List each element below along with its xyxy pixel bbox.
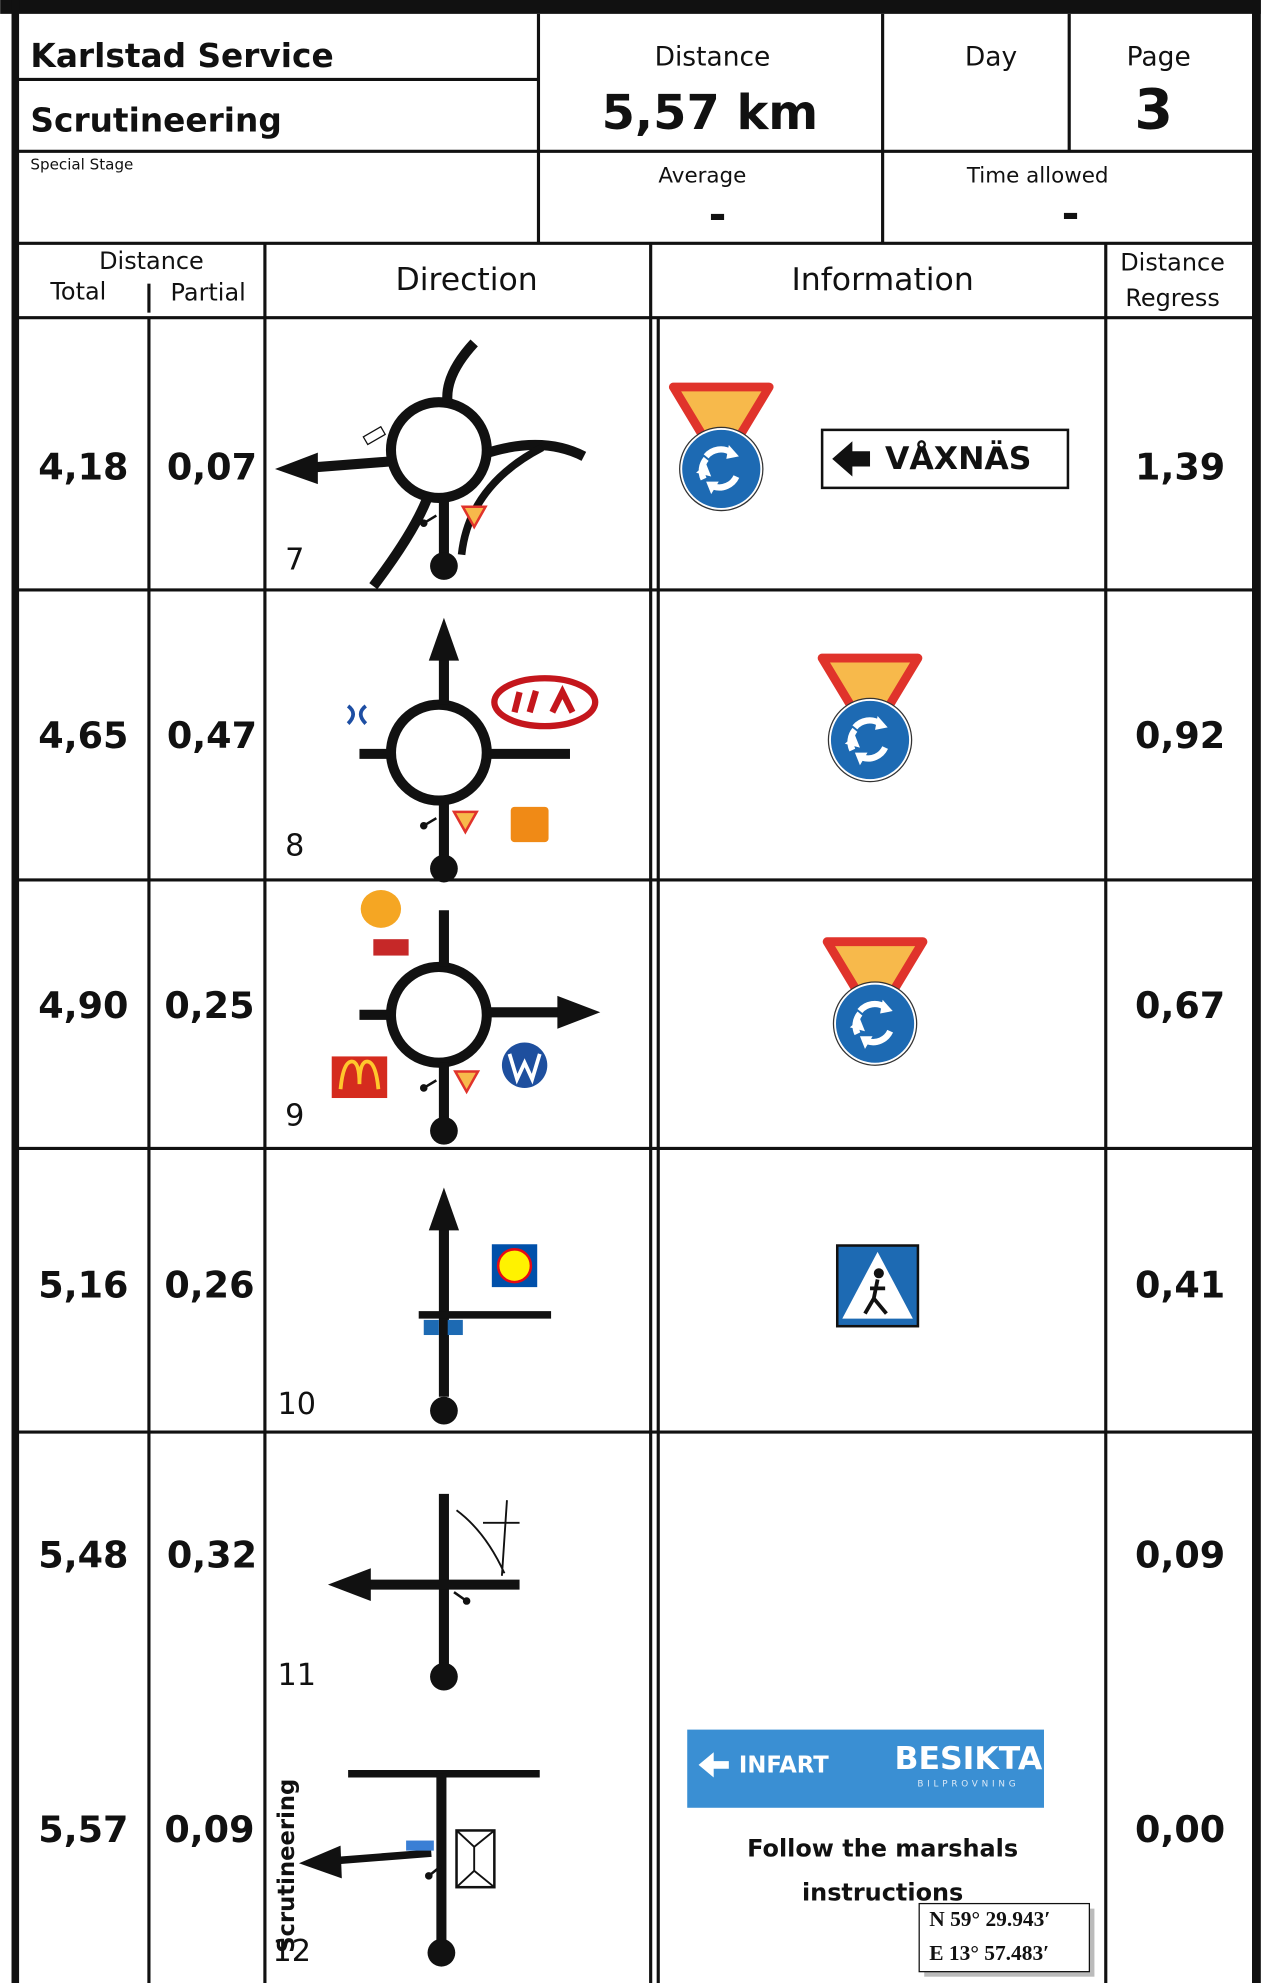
regress: 0,41 bbox=[1135, 1264, 1225, 1307]
regress: 0,00 bbox=[1135, 1808, 1225, 1851]
column-header: Distance bbox=[99, 247, 204, 275]
tulip-diagram bbox=[346, 617, 599, 883]
partial: 0,47 bbox=[167, 714, 257, 757]
total: 5,48 bbox=[38, 1533, 128, 1576]
sign-text: VÅXNÄS bbox=[885, 439, 1031, 477]
average-label: Average bbox=[658, 163, 746, 188]
note: Follow the marshals bbox=[747, 1834, 1018, 1862]
average: - bbox=[709, 191, 727, 241]
sign-arrow bbox=[832, 441, 871, 477]
tulip-diagram bbox=[418, 1187, 552, 1425]
page-number: 3 bbox=[1134, 79, 1173, 143]
roundabout-sign bbox=[822, 658, 918, 782]
column-header: Total bbox=[49, 277, 106, 305]
subtitle: Scrutineering bbox=[30, 101, 281, 139]
partial: 0,26 bbox=[164, 1264, 254, 1307]
tulip-diagram bbox=[274, 339, 587, 590]
partial: 0,07 bbox=[167, 445, 257, 488]
total: 4,18 bbox=[38, 445, 128, 488]
partial: 0,25 bbox=[164, 984, 254, 1027]
sign-text: BESIKTA bbox=[894, 1741, 1042, 1777]
regress: 0,09 bbox=[1135, 1533, 1225, 1576]
column-header: Information bbox=[791, 262, 973, 298]
column-header: Regress bbox=[1125, 284, 1219, 312]
total: 4,90 bbox=[38, 984, 128, 1027]
column-header: Distance bbox=[1120, 248, 1225, 276]
note: instructions bbox=[802, 1878, 963, 1906]
tulip-number: 11 bbox=[278, 1658, 317, 1693]
tulip-number: 7 bbox=[285, 542, 304, 577]
coordinate: N 59° 29.943′ bbox=[929, 1907, 1050, 1931]
distance: 5,57 km bbox=[602, 86, 819, 141]
time-allowed: - bbox=[1062, 189, 1080, 239]
page-label: Page bbox=[1127, 41, 1191, 72]
coordinates-box bbox=[918, 1902, 1091, 1973]
sign-text: INFART bbox=[739, 1753, 829, 1779]
column-header: Direction bbox=[395, 262, 537, 298]
regress: 0,67 bbox=[1135, 984, 1225, 1027]
tulip-diagram bbox=[327, 1493, 520, 1691]
distance-label: Distance bbox=[655, 41, 771, 72]
besikta-sign bbox=[687, 1729, 1044, 1808]
tulip-number: 12 bbox=[272, 1934, 311, 1969]
sign-text: BILPROVNING bbox=[917, 1779, 1019, 1789]
total: 5,57 bbox=[38, 1808, 128, 1851]
total: 5,16 bbox=[38, 1264, 128, 1307]
direction-label: Scrutineering bbox=[274, 1779, 300, 1953]
crossing-sign bbox=[835, 1244, 920, 1328]
tulip-number: 9 bbox=[285, 1098, 304, 1133]
roundabout-sign bbox=[827, 942, 923, 1066]
stage-type: Special Stage bbox=[30, 156, 133, 174]
tulip-diagram bbox=[298, 1769, 540, 1967]
tulip-number: 10 bbox=[278, 1387, 317, 1422]
roundabout-sign bbox=[673, 387, 769, 511]
title: Karlstad Service bbox=[30, 37, 333, 75]
time-allowed-label: Time allowed bbox=[966, 163, 1109, 188]
partial: 0,32 bbox=[167, 1533, 257, 1576]
regress: 0,92 bbox=[1135, 714, 1225, 757]
total: 4,65 bbox=[38, 714, 128, 757]
partial: 0,09 bbox=[164, 1808, 254, 1851]
coordinate: E 13° 57.483′ bbox=[929, 1941, 1049, 1965]
column-header: Partial bbox=[171, 279, 246, 307]
regress: 1,39 bbox=[1135, 445, 1225, 488]
tulip-diagram bbox=[331, 890, 601, 1145]
day-label: Day bbox=[965, 41, 1017, 72]
tulip-number: 8 bbox=[285, 829, 304, 864]
row-values: 4,18 0,07 1,39 4,65 0,47 0,92 4,90 0,25 … bbox=[38, 445, 1225, 1851]
